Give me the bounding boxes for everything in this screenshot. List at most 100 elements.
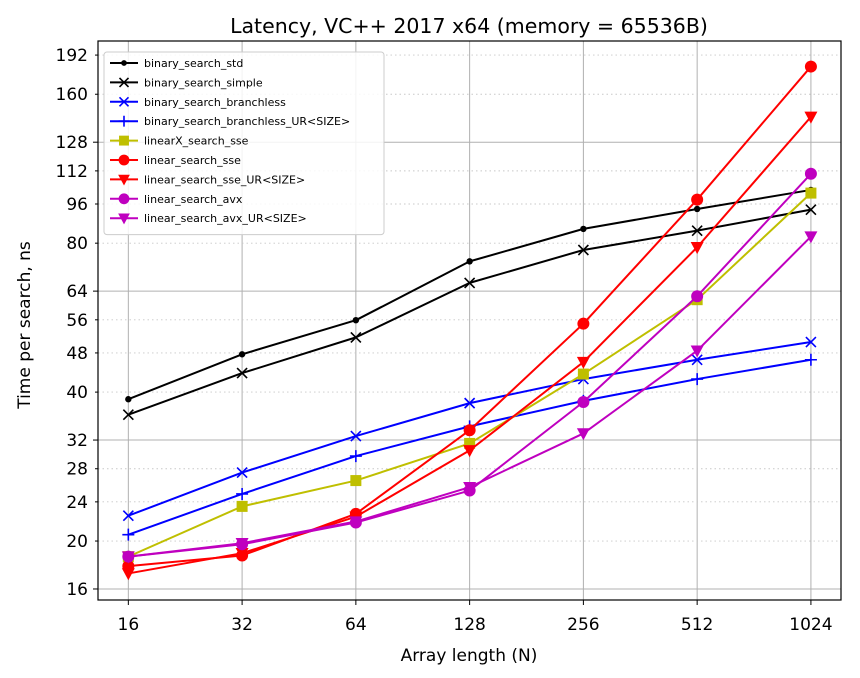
data-point bbox=[691, 193, 704, 206]
data-point bbox=[466, 258, 473, 265]
legend-marker bbox=[118, 213, 130, 225]
data-point bbox=[236, 500, 248, 512]
y-axis: 16 20 24 28 32 40 48 56 64 80 96 112 128 160 192 bbox=[56, 46, 98, 600]
data-point bbox=[121, 568, 135, 581]
x-axis-label: Array length (N) bbox=[401, 646, 538, 666]
data-point bbox=[804, 111, 818, 124]
y-tick-label: 128 bbox=[56, 133, 88, 153]
legend-marker bbox=[121, 60, 127, 66]
legend-marker bbox=[118, 154, 130, 166]
legend-label: linear_search_sse bbox=[144, 154, 241, 167]
y-tick-label: 32 bbox=[66, 431, 88, 451]
series-layer bbox=[121, 60, 818, 581]
data-point bbox=[350, 331, 362, 343]
legend-item: binary_search_simple bbox=[110, 76, 263, 89]
y-tick-label: 160 bbox=[56, 85, 88, 105]
y-tick-label: 16 bbox=[66, 580, 88, 600]
data-point bbox=[804, 167, 817, 180]
data-point bbox=[236, 367, 248, 379]
data-point bbox=[580, 225, 587, 233]
legend-label: binary_search_branchless bbox=[144, 96, 286, 109]
y-tick-label: 28 bbox=[66, 460, 88, 480]
data-point bbox=[122, 510, 134, 522]
data-point bbox=[805, 187, 817, 199]
y-tick-label: 56 bbox=[66, 311, 88, 331]
data-point bbox=[463, 445, 477, 458]
data-point bbox=[235, 547, 249, 561]
data-point bbox=[691, 354, 703, 366]
y-tick-label: 20 bbox=[66, 532, 88, 552]
data-point bbox=[464, 277, 476, 289]
legend-box bbox=[103, 51, 385, 236]
legend-label: linearX_search_sse bbox=[144, 135, 249, 148]
x-tick-label: 256 bbox=[567, 615, 599, 635]
legend-label: binary_search_simple bbox=[144, 76, 263, 89]
x-tick-label: 32 bbox=[231, 615, 253, 635]
series-6 bbox=[121, 111, 818, 581]
data-point bbox=[691, 290, 704, 303]
legend-marker bbox=[118, 174, 130, 186]
legend-marker bbox=[119, 135, 129, 146]
data-point bbox=[238, 351, 246, 358]
y-tick-label: 48 bbox=[66, 344, 88, 364]
legend-item: binary_search_std bbox=[110, 57, 243, 70]
y-tick-label: 24 bbox=[66, 493, 88, 513]
data-point bbox=[804, 60, 817, 73]
chart-title: Latency, VC++ 2017 x64 (memory = 65536B) bbox=[230, 14, 708, 38]
y-tick-label: 96 bbox=[66, 195, 88, 215]
data-point bbox=[577, 244, 589, 256]
x-axis: 16 32 64 128 256 512 1024 bbox=[118, 600, 833, 635]
data-point bbox=[577, 395, 590, 408]
legend-item: binary_search_branchless bbox=[110, 96, 286, 109]
legend-marker bbox=[118, 115, 130, 127]
legend-label: binary_search_std bbox=[144, 57, 243, 70]
legend-item: linearX_search_sse bbox=[110, 135, 249, 148]
data-point bbox=[236, 487, 249, 500]
data-point bbox=[350, 475, 362, 487]
data-point bbox=[463, 481, 477, 494]
data-point bbox=[122, 528, 135, 541]
legend-marker bbox=[118, 77, 130, 88]
legend-label: binary_search_branchless_UR<SIZE> bbox=[144, 115, 350, 128]
legend-label: linear_search_avx_UR<SIZE> bbox=[144, 212, 307, 225]
legend-item: linear_search_avx bbox=[110, 193, 243, 206]
data-point bbox=[690, 242, 704, 255]
series-1 bbox=[122, 204, 817, 421]
legend: binary_search_std binary_search_simplebin… bbox=[103, 51, 385, 236]
y-tick-label: 80 bbox=[66, 234, 88, 254]
data-point bbox=[691, 373, 704, 386]
legend-item: linear_search_sse bbox=[110, 154, 241, 167]
data-point bbox=[349, 516, 363, 529]
data-point bbox=[805, 336, 817, 348]
y-tick-label: 64 bbox=[66, 282, 88, 302]
data-point bbox=[236, 467, 248, 479]
y-tick-label: 40 bbox=[66, 383, 88, 403]
data-point bbox=[352, 316, 360, 324]
data-point bbox=[577, 317, 590, 330]
data-point bbox=[464, 437, 476, 449]
legend-item: linear_search_sse_UR<SIZE> bbox=[110, 173, 305, 186]
series-2 bbox=[122, 336, 817, 522]
data-point bbox=[576, 356, 590, 369]
x-tick-label: 1024 bbox=[789, 615, 832, 635]
data-point bbox=[804, 231, 818, 244]
data-point bbox=[805, 204, 817, 216]
series-8 bbox=[121, 231, 818, 564]
legend-label: linear_search_sse_UR<SIZE> bbox=[144, 173, 305, 186]
data-point bbox=[804, 353, 817, 366]
x-tick-label: 128 bbox=[453, 615, 485, 635]
y-tick-label: 192 bbox=[56, 46, 88, 66]
data-point bbox=[121, 551, 135, 564]
legend-marker bbox=[118, 96, 130, 107]
legend-label: linear_search_avx bbox=[144, 193, 243, 206]
legend-marker bbox=[118, 193, 130, 205]
data-point bbox=[463, 424, 476, 437]
data-point bbox=[577, 368, 589, 380]
y-tick-label: 112 bbox=[56, 162, 88, 182]
data-point bbox=[125, 396, 132, 403]
legend-item: binary_search_branchless_UR<SIZE> bbox=[110, 115, 350, 128]
y-axis-label: Time per search, ns bbox=[15, 241, 35, 410]
legend-item: linear_search_avx_UR<SIZE> bbox=[110, 212, 307, 225]
x-tick-label: 64 bbox=[345, 615, 367, 635]
